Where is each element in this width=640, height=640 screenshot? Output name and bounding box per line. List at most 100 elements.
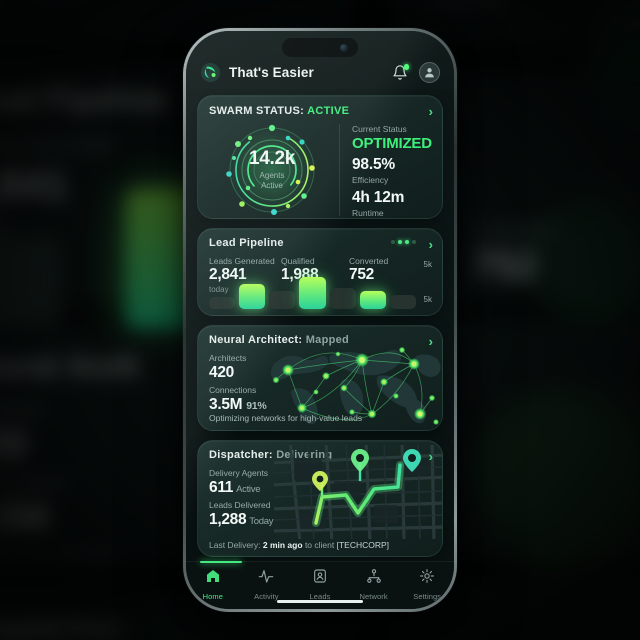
gear-icon xyxy=(419,568,435,589)
bar xyxy=(389,295,416,309)
pipeline-step-dots xyxy=(391,240,416,244)
step-dot xyxy=(391,240,395,244)
neural-footer-note: Optimizing networks for high-value leads xyxy=(209,413,363,423)
chevron-right-icon[interactable]: › xyxy=(428,104,433,119)
connections-caption: Connections xyxy=(209,385,257,396)
dashboard-scroll-area[interactable]: › SWARM STATUS: ACTIVE xyxy=(186,89,454,561)
active-tab-indicator xyxy=(200,561,242,563)
swarm-ring-visual: 14.2k Agents Active xyxy=(209,122,335,218)
swarm-title-status: ACTIVE xyxy=(307,105,350,117)
bg-text: 752 xyxy=(472,244,540,287)
tab-network[interactable]: Network xyxy=(347,568,401,601)
phone-screen: That's Easier xyxy=(186,31,454,609)
delivery-agents-row: 611 Active xyxy=(209,478,432,497)
bg-text: 3.5M xyxy=(0,497,49,540)
chart-scale-bottom: 5k xyxy=(423,295,432,304)
connections-row: 3.5M 91% xyxy=(209,395,432,414)
leads-delivered-unit: Today xyxy=(249,516,274,528)
dispatcher-stats: Delivery Agents 611 Active Leads Delivere… xyxy=(209,468,432,530)
app-title: That's Easier xyxy=(229,65,314,80)
phone-notch xyxy=(282,38,358,57)
chevron-right-icon[interactable]: › xyxy=(428,449,433,464)
last-delivery-mid: to client xyxy=(304,540,335,550)
card-neural-architect[interactable]: › Neural Architect: Mapped xyxy=(197,325,443,431)
avatar[interactable] xyxy=(419,62,440,83)
tab-label: Network xyxy=(359,592,388,601)
tab-home[interactable]: Home xyxy=(186,568,240,601)
chart-scale-top: 5k xyxy=(423,260,432,269)
bg-text: Lead Pipeline xyxy=(0,82,167,117)
bg-text: Connections xyxy=(0,472,65,493)
swarm-body: 14.2k Agents Active Current Status OPTIM… xyxy=(209,122,432,218)
activity-icon xyxy=(258,568,274,589)
delivery-agents-unit: Active xyxy=(236,484,261,495)
swarm-title-label: SWARM STATUS: xyxy=(209,105,305,117)
agents-value: 14.2k xyxy=(248,148,296,169)
step-dot xyxy=(398,240,402,244)
bar xyxy=(299,276,326,309)
step-dot xyxy=(412,240,416,244)
card-swarm-status[interactable]: › SWARM STATUS: ACTIVE xyxy=(197,95,443,219)
last-delivery-prefix: Last Delivery: xyxy=(209,540,261,550)
bg-text: today xyxy=(0,216,5,234)
leads-delivered-value: 1,288 xyxy=(209,511,247,529)
delivery-agents-caption: Delivery Agents xyxy=(209,468,269,478)
bar xyxy=(269,291,296,309)
swarm-logo-icon xyxy=(200,62,221,83)
bg-text: Architects xyxy=(0,399,44,420)
network-icon xyxy=(366,568,382,589)
tab-settings[interactable]: Settings xyxy=(400,568,454,601)
dispatcher-title-label: Dispatcher: xyxy=(209,449,273,461)
bg-text: Runtime xyxy=(434,0,502,11)
tab-leads[interactable]: Leads xyxy=(293,568,347,601)
delivery-agents-value: 611 xyxy=(209,479,234,496)
neural-stats: Architects 420 Connections 3.5M 91% xyxy=(209,353,432,415)
last-delivery-time: 2 min ago xyxy=(262,540,303,550)
home-icon xyxy=(205,568,221,589)
connections-value: 3.5M xyxy=(209,396,243,414)
divider xyxy=(339,124,340,216)
runtime-value: 4h 12m xyxy=(352,189,405,207)
bell-icon[interactable] xyxy=(392,64,409,81)
efficiency-caption: Efficiency xyxy=(352,175,389,186)
phone-device-frame: That's Easier xyxy=(183,28,457,612)
current-status-caption: Current Status xyxy=(352,124,407,134)
bg-bar xyxy=(0,235,61,326)
lead-caption: Converted xyxy=(349,256,389,266)
bar xyxy=(239,283,266,309)
chevron-right-icon[interactable]: › xyxy=(428,334,433,349)
last-delivery-note: Last Delivery: 2 min ago to client [TECH… xyxy=(209,540,389,550)
bar xyxy=(329,287,356,309)
bg-text: Dispatcher: xyxy=(0,611,133,640)
notification-badge xyxy=(403,64,409,70)
bg-text: Converted xyxy=(472,219,558,241)
runtime-caption: Runtime xyxy=(352,208,384,218)
tab-label: Settings xyxy=(413,592,442,601)
bar xyxy=(209,297,236,309)
current-status-value: OPTIMIZED xyxy=(352,135,432,152)
swarm-stats: Current Status OPTIMIZED 98.5% Efficienc… xyxy=(352,122,432,218)
step-dot xyxy=(405,240,409,244)
architects-caption: Architects xyxy=(209,353,247,363)
agents-label-1: Agents xyxy=(259,171,285,180)
chevron-right-icon[interactable]: › xyxy=(428,237,433,252)
bg-text: Neural Arch xyxy=(0,350,139,384)
efficiency-value: 98.5% xyxy=(352,156,395,174)
last-delivery-client: [TECHCORP] xyxy=(336,540,390,550)
connections-pct: 91% xyxy=(246,400,267,413)
card-lead-pipeline[interactable]: › Lead Pipeline Leads Generated 2,841 to… xyxy=(197,228,443,316)
leads-delivered-row: 1,288 Today xyxy=(209,510,432,529)
architects-value: 420 xyxy=(209,364,234,381)
tab-label: Activity xyxy=(254,592,279,601)
leads-icon xyxy=(312,568,328,589)
leads-delivered-caption: Leads Delivered xyxy=(209,500,271,511)
card-dispatcher[interactable]: › Dispatcher: Delivering xyxy=(197,440,443,557)
bg-text: 2,841 xyxy=(0,162,68,208)
home-indicator xyxy=(277,599,363,603)
tab-label: Home xyxy=(202,592,223,601)
lead-caption: Leads Generated xyxy=(209,256,275,266)
agents-label: Agents Active xyxy=(249,171,295,191)
bg-text: Leads Generated xyxy=(0,133,115,156)
bg-text: Optimizing networks xyxy=(0,546,119,566)
tab-activity[interactable]: Activity xyxy=(240,568,294,601)
